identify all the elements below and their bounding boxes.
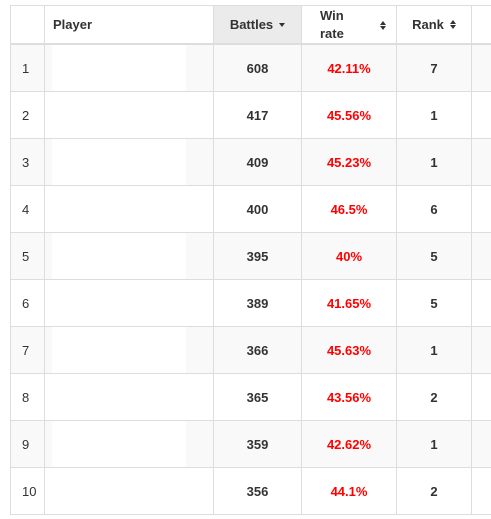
win-rate-value: 42.62% [302,421,397,467]
rank-value: 5 [397,280,472,326]
rank-value: 1 [397,92,472,138]
header-rank-sort-button[interactable]: Rank [397,6,472,43]
row-extra [472,139,491,185]
rank-value: 1 [397,139,472,185]
win-rate-value: 41.65% [302,280,397,326]
player-redaction [52,139,186,185]
rank-value: 1 [397,421,472,467]
battles-value: 608 [214,45,302,91]
row-index: 2 [11,92,45,138]
battles-value: 359 [214,421,302,467]
row-extra [472,327,491,373]
win-rate-value: 45.63% [302,327,397,373]
win-rate-value: 42.11% [302,45,397,91]
header-win-rate-sort-button[interactable]: Win rate [302,6,397,43]
row-extra [472,468,491,514]
sort-desc-icon [279,22,286,27]
row-extra [472,233,491,279]
rank-value: 2 [397,468,472,514]
player-name[interactable] [45,233,214,279]
player-redaction [52,421,186,467]
row-extra [472,92,491,138]
row-index: 1 [11,45,45,91]
sort-both-icon [449,20,456,29]
row-index: 8 [11,374,45,420]
player-redaction [52,280,186,326]
row-index: 6 [11,280,45,326]
row-extra [472,186,491,232]
battles-value: 400 [214,186,302,232]
player-name[interactable] [45,421,214,467]
win-rate-value: 45.56% [302,92,397,138]
battles-value: 365 [214,374,302,420]
header-battles-label: Battles [229,17,274,32]
battles-value: 389 [214,280,302,326]
header-index [11,6,45,43]
player-name[interactable] [45,92,214,138]
table-row: 5 395 40% 5 [11,233,491,280]
player-name[interactable] [45,139,214,185]
row-index: 10 [11,468,45,514]
table-row: 6 389 41.65% 5 [11,280,491,327]
player-name[interactable] [45,327,214,373]
battles-value: 395 [214,233,302,279]
header-player-label: Player [53,17,93,32]
row-extra [472,374,491,420]
player-redaction [52,45,186,91]
player-redaction [52,468,186,514]
player-redaction [52,186,186,232]
win-rate-value: 46.5% [302,186,397,232]
row-index: 7 [11,327,45,373]
player-name[interactable] [45,280,214,326]
header-rank-label: Rank [412,17,444,32]
sort-both-icon [380,21,386,30]
header-battles-sort-button[interactable]: Battles [214,6,302,43]
player-redaction [52,233,186,279]
table-row: 2 417 45.56% 1 [11,92,491,139]
leaderboard-table: Player Battles Win rate Rank 1 608 42.11% 7… [10,5,491,515]
header-player: Player [45,6,214,43]
row-index: 5 [11,233,45,279]
table-row: 9 359 42.62% 1 [11,421,491,468]
player-name[interactable] [45,374,214,420]
row-index: 3 [11,139,45,185]
player-name[interactable] [45,45,214,91]
player-redaction [52,327,186,373]
table-row: 4 400 46.5% 6 [11,186,491,233]
header-win-rate-label: Win rate [320,7,344,41]
table-header-row: Player Battles Win rate Rank [11,6,491,45]
rank-value: 2 [397,374,472,420]
table-row: 1 608 42.11% 7 [11,45,491,92]
row-index: 4 [11,186,45,232]
win-rate-value: 44.1% [302,468,397,514]
row-index: 9 [11,421,45,467]
battles-value: 356 [214,468,302,514]
rank-value: 5 [397,233,472,279]
row-extra [472,421,491,467]
table-body: 1 608 42.11% 7 2 417 45.56% 1 3 409 45.23% 1 4 400 46.… [11,45,491,515]
row-extra [472,45,491,91]
table-row: 7 366 45.63% 1 [11,327,491,374]
battles-value: 366 [214,327,302,373]
player-redaction [52,374,186,420]
player-name[interactable] [45,468,214,514]
rank-value: 7 [397,45,472,91]
battles-value: 409 [214,139,302,185]
table-row: 3 409 45.23% 1 [11,139,491,186]
player-redaction [52,92,186,138]
win-rate-value: 45.23% [302,139,397,185]
rank-value: 6 [397,186,472,232]
row-extra [472,280,491,326]
win-rate-value: 40% [302,233,397,279]
header-extra [472,6,491,43]
battles-value: 417 [214,92,302,138]
rank-value: 1 [397,327,472,373]
table-row: 10 356 44.1% 2 [11,468,491,515]
table-row: 8 365 43.56% 2 [11,374,491,421]
win-rate-value: 43.56% [302,374,397,420]
player-name[interactable] [45,186,214,232]
